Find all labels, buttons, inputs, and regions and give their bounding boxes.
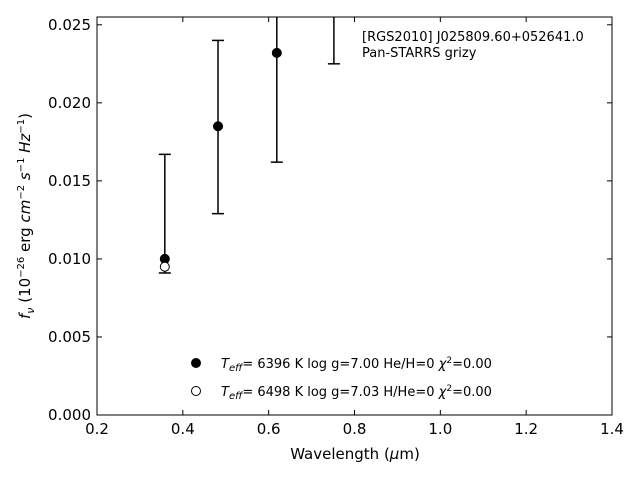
x-tick-label: 0.6: [257, 420, 281, 438]
plot-marks: [158, 17, 340, 274]
x-tick-label: 1.0: [428, 420, 452, 438]
y-tick-label: 0.005: [48, 328, 91, 346]
legend-filled-circle-marker: [191, 358, 201, 368]
filled-model-point: [213, 121, 224, 132]
x-tick-label: 1.4: [600, 420, 624, 438]
y-tick-label: 0.010: [48, 250, 91, 268]
x-tick-label: 0.4: [171, 420, 195, 438]
legend-label-open: Teff= 6498 K log g=7.03 H/He=0 χ2=0.00: [221, 384, 492, 402]
error-bar: [327, 17, 340, 65]
filled-model-point: [271, 47, 282, 58]
y-tick-label: 0.000: [48, 406, 91, 424]
x-axis-title: Wavelength (μm): [290, 445, 420, 463]
legend-label-filled: Teff= 6396 K log g=7.00 He/H=0 χ2=0.00: [221, 356, 492, 374]
x-axis-ticks: 0.2 0.4 0.6 0.8 1.0 1.2 1.4: [85, 17, 624, 438]
error-bar: [158, 153, 171, 274]
x-tick-label: 0.2: [85, 420, 109, 438]
y-axis-ticks: 0.000 0.005 0.010 0.015 0.020 0.025: [48, 16, 612, 424]
legend-entry-open: Teff= 6498 K log g=7.03 H/He=0 χ2=0.00: [191, 384, 492, 402]
error-bar: [270, 17, 283, 163]
plot-frame: [96, 16, 613, 416]
y-tick-label: 0.020: [48, 94, 91, 112]
legend-open-circle-marker: [191, 386, 201, 396]
y-tick-label: 0.015: [48, 172, 91, 190]
y-tick-label: 0.025: [48, 16, 91, 34]
legend-entry-filled: Teff= 6396 K log g=7.00 He/H=0 χ2=0.00: [191, 356, 492, 374]
y-axis-title: fν (10−26 erg cm−2 s−1 Hz−1): [16, 113, 37, 319]
survey-annotation: Pan-STARRS grizy: [362, 46, 477, 61]
legend: Teff= 6396 K log g=7.00 He/H=0 χ2=0.00 T…: [191, 356, 492, 402]
open-model-point: [159, 261, 170, 272]
x-tick-label: 0.8: [343, 420, 367, 438]
object-name-annotation: [RGS2010] J025809.60+052641.0: [362, 30, 584, 45]
x-tick-label: 1.2: [514, 420, 538, 438]
